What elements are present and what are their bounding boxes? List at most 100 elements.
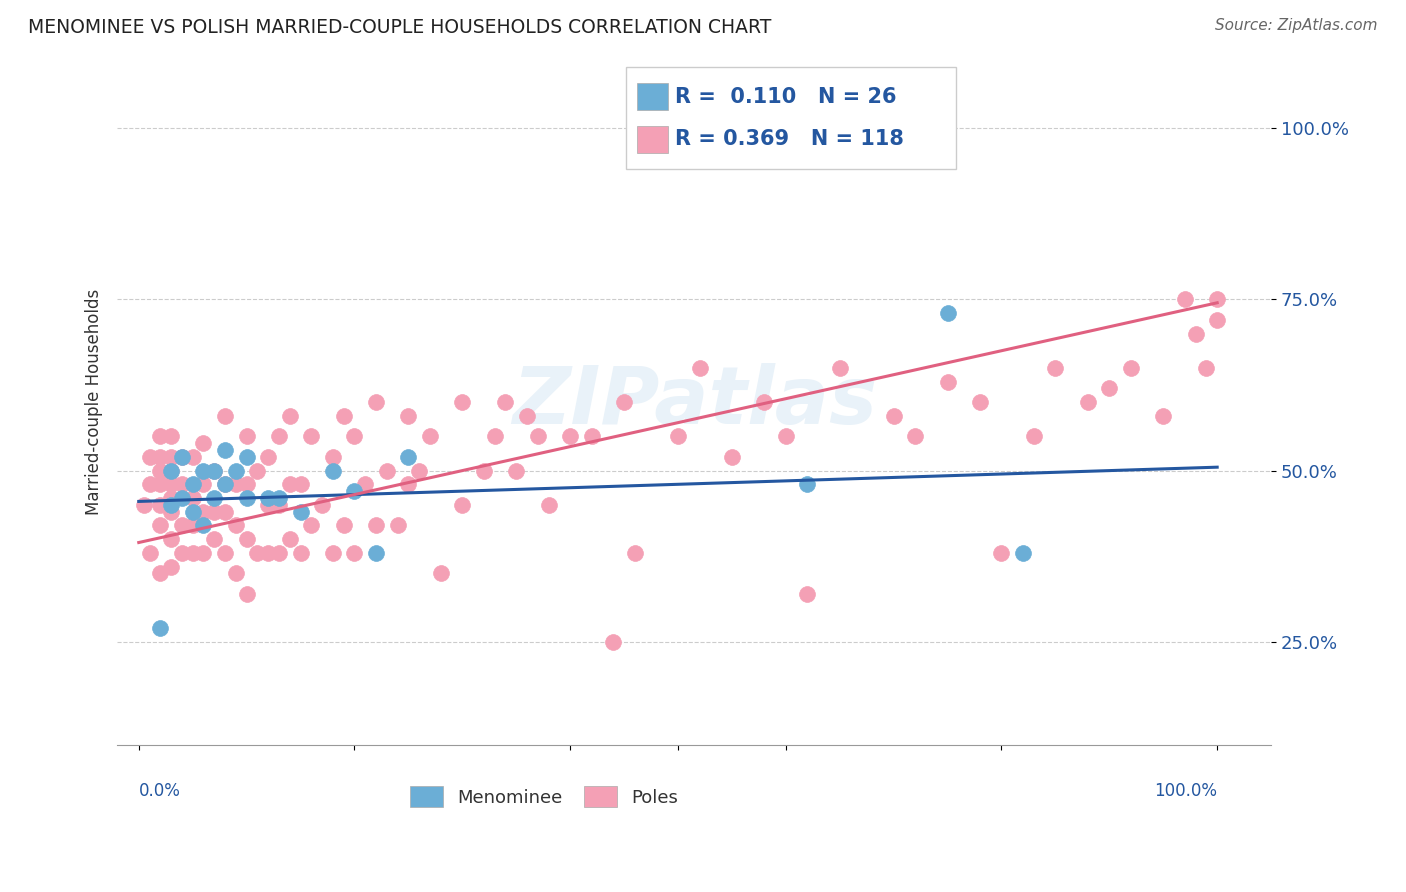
Point	[246, 464, 269, 478]
Point	[246, 546, 269, 560]
Point	[170, 491, 193, 505]
Point	[375, 464, 398, 478]
Point	[343, 484, 366, 499]
Point	[408, 464, 430, 478]
Text: ZIPatlas: ZIPatlas	[512, 363, 877, 442]
Point	[429, 566, 451, 581]
Point	[1045, 360, 1067, 375]
Point	[160, 559, 183, 574]
Point	[396, 409, 419, 423]
Point	[225, 518, 247, 533]
Point	[936, 375, 959, 389]
Point	[666, 429, 689, 443]
Point	[1077, 395, 1099, 409]
Point	[181, 491, 204, 505]
Point	[202, 491, 225, 505]
Point	[170, 450, 193, 464]
Point	[160, 429, 183, 443]
Point	[267, 546, 290, 560]
Point	[494, 395, 516, 409]
Point	[267, 498, 290, 512]
Point	[278, 409, 301, 423]
Point	[214, 443, 236, 458]
Point	[537, 498, 560, 512]
Point	[332, 518, 354, 533]
Point	[257, 450, 280, 464]
Point	[969, 395, 991, 409]
Legend: Menominee, Poles: Menominee, Poles	[404, 779, 685, 814]
Point	[181, 477, 204, 491]
Point	[257, 498, 280, 512]
Point	[299, 429, 322, 443]
Point	[828, 360, 851, 375]
Point	[257, 546, 280, 560]
Point	[602, 635, 624, 649]
Point	[193, 505, 215, 519]
Point	[235, 532, 257, 546]
Point	[170, 450, 193, 464]
Point	[322, 464, 344, 478]
Point	[170, 518, 193, 533]
Point	[1012, 546, 1035, 560]
Point	[754, 395, 776, 409]
Point	[235, 450, 257, 464]
Point	[225, 464, 247, 478]
Point	[160, 450, 183, 464]
Point	[990, 546, 1012, 560]
Point	[138, 546, 160, 560]
Point	[149, 498, 172, 512]
Point	[214, 477, 236, 491]
Point	[364, 546, 387, 560]
Point	[364, 518, 387, 533]
Point	[170, 546, 193, 560]
Point	[160, 477, 183, 491]
Point	[581, 429, 603, 443]
Point	[1184, 326, 1206, 341]
Point	[149, 450, 172, 464]
Point	[343, 429, 366, 443]
Point	[451, 498, 474, 512]
Point	[235, 491, 257, 505]
Point	[396, 450, 419, 464]
Point	[235, 587, 257, 601]
Point	[160, 505, 183, 519]
Point	[267, 491, 290, 505]
Point	[214, 505, 236, 519]
Point	[160, 498, 183, 512]
Point	[170, 477, 193, 491]
Point	[181, 518, 204, 533]
Point	[505, 464, 527, 478]
Point	[235, 477, 257, 491]
Point	[322, 546, 344, 560]
Point	[526, 429, 548, 443]
Point	[181, 450, 204, 464]
Point	[322, 450, 344, 464]
Point	[311, 498, 333, 512]
Text: 100.0%: 100.0%	[1154, 782, 1218, 800]
Point	[181, 546, 204, 560]
Point	[354, 477, 377, 491]
Point	[149, 518, 172, 533]
Text: MENOMINEE VS POLISH MARRIED-COUPLE HOUSEHOLDS CORRELATION CHART: MENOMINEE VS POLISH MARRIED-COUPLE HOUSE…	[28, 18, 772, 37]
Point	[138, 477, 160, 491]
Point	[278, 477, 301, 491]
Point	[257, 491, 280, 505]
Point	[235, 429, 257, 443]
Point	[387, 518, 409, 533]
Point	[1098, 381, 1121, 395]
Point	[160, 464, 183, 478]
Point	[138, 450, 160, 464]
Text: Source: ZipAtlas.com: Source: ZipAtlas.com	[1215, 18, 1378, 33]
Point	[214, 477, 236, 491]
Point	[1022, 429, 1045, 443]
Point	[1206, 313, 1229, 327]
Point	[796, 477, 818, 491]
Point	[1152, 409, 1174, 423]
Point	[160, 532, 183, 546]
Point	[193, 464, 215, 478]
Point	[1195, 360, 1218, 375]
Point	[613, 395, 636, 409]
Point	[419, 429, 441, 443]
Point	[936, 306, 959, 320]
Point	[278, 532, 301, 546]
